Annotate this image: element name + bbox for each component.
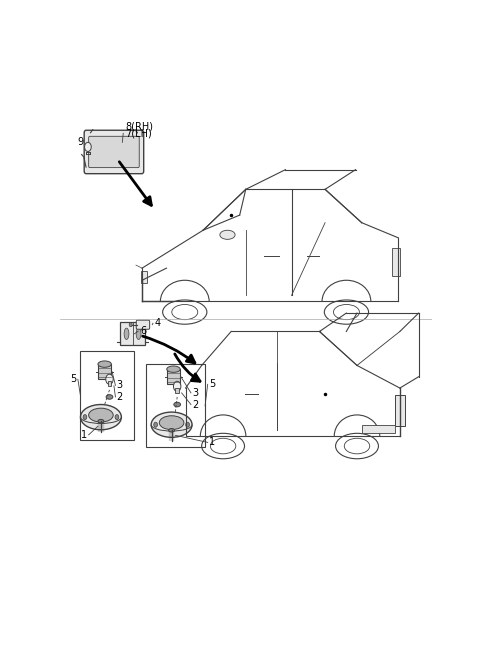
Text: 2: 2 xyxy=(192,400,198,409)
FancyBboxPatch shape xyxy=(89,136,139,168)
Ellipse shape xyxy=(220,230,235,239)
Bar xyxy=(141,271,146,283)
Text: 4: 4 xyxy=(155,318,161,328)
Bar xyxy=(81,352,134,440)
Circle shape xyxy=(173,381,181,392)
Circle shape xyxy=(115,415,119,420)
Bar xyxy=(145,364,205,447)
Bar xyxy=(362,425,395,434)
Circle shape xyxy=(154,422,157,427)
Ellipse shape xyxy=(89,408,113,422)
Ellipse shape xyxy=(98,361,111,367)
Ellipse shape xyxy=(151,412,192,438)
Ellipse shape xyxy=(168,428,175,432)
Text: 8(RH): 8(RH) xyxy=(125,121,153,131)
Text: 1: 1 xyxy=(209,438,215,447)
Text: 3: 3 xyxy=(117,380,123,390)
Ellipse shape xyxy=(81,405,121,430)
Text: 2: 2 xyxy=(117,392,123,402)
Ellipse shape xyxy=(106,395,113,400)
Bar xyxy=(167,369,180,384)
Bar xyxy=(392,249,400,276)
Text: 9: 9 xyxy=(77,137,84,148)
Bar xyxy=(98,364,111,379)
Text: 5: 5 xyxy=(70,375,76,384)
Bar xyxy=(120,323,144,345)
Ellipse shape xyxy=(167,366,180,373)
Ellipse shape xyxy=(98,419,104,423)
Bar xyxy=(108,380,111,386)
Ellipse shape xyxy=(136,328,141,340)
Circle shape xyxy=(129,323,132,327)
Circle shape xyxy=(84,142,91,152)
Bar xyxy=(395,395,405,426)
Circle shape xyxy=(83,415,87,420)
Text: 3: 3 xyxy=(192,388,198,398)
Ellipse shape xyxy=(159,416,184,430)
Ellipse shape xyxy=(124,328,129,340)
Text: 6: 6 xyxy=(140,326,146,337)
FancyBboxPatch shape xyxy=(136,320,150,329)
Circle shape xyxy=(106,374,113,384)
Circle shape xyxy=(186,422,190,427)
FancyBboxPatch shape xyxy=(84,131,144,174)
Bar xyxy=(175,388,179,393)
Ellipse shape xyxy=(174,402,180,407)
Text: 1: 1 xyxy=(81,430,87,440)
Text: 5: 5 xyxy=(209,379,215,389)
Text: 7(LH): 7(LH) xyxy=(125,129,152,138)
